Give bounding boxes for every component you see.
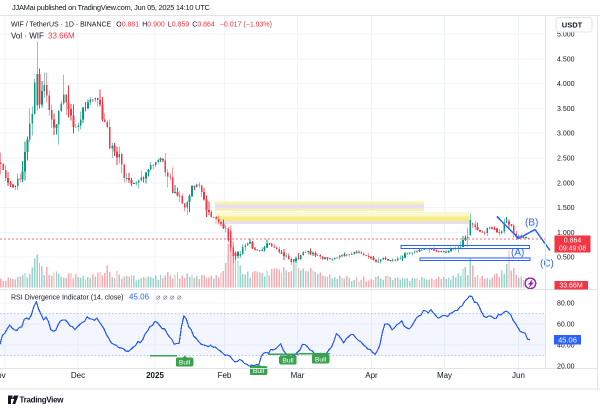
svg-text:1.000: 1.000 bbox=[557, 230, 575, 237]
svg-text:JJAMai published on TradingVie: JJAMai published on TradingView.com, Jun… bbox=[12, 3, 210, 12]
svg-text:2.000: 2.000 bbox=[557, 180, 575, 187]
svg-text:Mar: Mar bbox=[291, 371, 305, 380]
svg-text:2.500: 2.500 bbox=[557, 156, 575, 163]
svg-text:Apr: Apr bbox=[365, 371, 378, 380]
svg-text:Vol · WIF: Vol · WIF bbox=[11, 32, 44, 41]
svg-text:USDT: USDT bbox=[562, 21, 583, 30]
svg-text:09:49:08: 09:49:08 bbox=[559, 246, 586, 253]
svg-text:80.00: 80.00 bbox=[557, 301, 575, 308]
svg-text:⌀⌀⌀⌀: ⌀⌀⌀⌀ bbox=[156, 293, 184, 302]
svg-text:0.864: 0.864 bbox=[564, 238, 582, 245]
svg-text:0.500: 0.500 bbox=[557, 255, 575, 262]
svg-text:3.500: 3.500 bbox=[557, 106, 575, 113]
svg-text:Bull: Bull bbox=[253, 368, 265, 375]
svg-text:Bull: Bull bbox=[282, 357, 294, 364]
svg-text:Bull: Bull bbox=[179, 359, 191, 366]
svg-text:1.500: 1.500 bbox=[557, 205, 575, 212]
svg-text:40.00: 40.00 bbox=[557, 343, 575, 350]
svg-text:Nov: Nov bbox=[0, 371, 6, 380]
svg-text:45.06: 45.06 bbox=[558, 335, 577, 344]
svg-text:Bull: Bull bbox=[315, 356, 327, 363]
svg-text:(B): (B) bbox=[525, 218, 538, 229]
svg-text:Feb: Feb bbox=[218, 371, 232, 380]
svg-text:Jun: Jun bbox=[512, 371, 525, 380]
svg-text:60.00: 60.00 bbox=[557, 322, 575, 329]
svg-text:3.000: 3.000 bbox=[557, 131, 575, 138]
svg-text:45.06: 45.06 bbox=[129, 293, 150, 302]
svg-text:Dec: Dec bbox=[71, 371, 85, 380]
svg-text:33.66M: 33.66M bbox=[48, 32, 75, 41]
svg-text:(C): (C) bbox=[540, 259, 554, 270]
svg-text:RSI Divergence Indicator (14,: RSI Divergence Indicator (14, close) bbox=[11, 295, 123, 302]
svg-text:May: May bbox=[437, 371, 452, 380]
svg-text:33.66M: 33.66M bbox=[559, 283, 583, 290]
svg-text:TradingView: TradingView bbox=[20, 395, 65, 404]
svg-text:4.000: 4.000 bbox=[557, 81, 575, 88]
svg-text:5.000: 5.000 bbox=[557, 32, 575, 39]
svg-text:(A): (A) bbox=[511, 248, 524, 259]
svg-text:4.500: 4.500 bbox=[557, 56, 575, 63]
svg-text:2025: 2025 bbox=[146, 371, 164, 380]
svg-text:20.00: 20.00 bbox=[557, 364, 575, 371]
